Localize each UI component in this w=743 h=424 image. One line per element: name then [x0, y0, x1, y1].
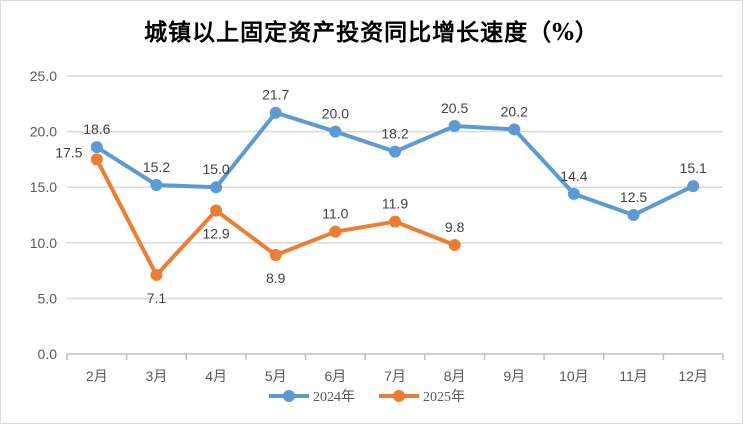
- x-tick-label: 6月: [324, 368, 346, 384]
- data-label: 18.2: [381, 126, 408, 142]
- legend-marker-icon: [283, 390, 295, 402]
- data-point: [687, 180, 700, 193]
- chart-title: 城镇以上固定资产投资同比增长速度（%）: [144, 19, 599, 46]
- data-label: 15.2: [143, 159, 170, 175]
- data-point: [150, 178, 163, 191]
- x-tick-label: 2月: [86, 368, 108, 384]
- x-tick-label: 5月: [265, 368, 287, 384]
- x-tick-label: 9月: [503, 368, 525, 384]
- x-tick-label: 4月: [205, 368, 227, 384]
- y-tick-label: 20.0: [30, 124, 57, 140]
- data-point: [150, 269, 163, 282]
- data-label: 12.9: [202, 226, 229, 242]
- x-tick-label: 7月: [384, 368, 406, 384]
- legend-label: 2025年: [423, 389, 465, 405]
- data-label: 20.5: [441, 100, 468, 116]
- x-tick-label: 3月: [146, 368, 168, 384]
- legend-label: 2024年: [313, 389, 355, 405]
- y-tick-label: 0.0: [38, 346, 58, 362]
- data-label: 21.7: [262, 87, 289, 103]
- data-point: [329, 225, 342, 238]
- data-point: [389, 145, 401, 158]
- data-point: [329, 125, 342, 138]
- data-label: 11.0: [322, 206, 348, 222]
- data-point: [269, 249, 282, 262]
- data-point: [269, 106, 282, 119]
- x-tick-label: 10月: [559, 368, 589, 384]
- data-point: [210, 204, 223, 217]
- data-point: [210, 181, 223, 194]
- data-label: 9.8: [445, 219, 465, 235]
- data-label: 17.5: [55, 144, 82, 160]
- data-label: 18.6: [83, 121, 110, 137]
- y-tick-label: 15.0: [30, 179, 57, 195]
- data-point: [508, 123, 521, 136]
- data-label: 14.4: [560, 168, 587, 184]
- y-tick-label: 25.0: [30, 68, 57, 84]
- data-point: [448, 120, 461, 133]
- data-point: [448, 239, 461, 252]
- data-label: 7.1: [147, 290, 167, 306]
- data-label: 8.9: [266, 270, 286, 286]
- legend-marker-icon: [393, 390, 405, 402]
- x-tick-label: 8月: [444, 368, 466, 384]
- data-label: 11.9: [382, 196, 408, 212]
- y-tick-label: 10.0: [30, 235, 57, 251]
- data-point: [90, 141, 103, 154]
- data-label: 15.0: [202, 161, 229, 177]
- data-label: 20.0: [322, 106, 349, 122]
- data-label: 12.5: [620, 189, 647, 205]
- data-point: [567, 187, 580, 200]
- data-point: [627, 209, 640, 221]
- data-label: 20.2: [501, 103, 528, 119]
- data-label: 15.1: [680, 160, 707, 176]
- data-point: [389, 215, 401, 228]
- y-tick-label: 5.0: [38, 290, 58, 306]
- data-point: [90, 153, 103, 166]
- x-tick-label: 11月: [619, 368, 648, 384]
- x-tick-label: 12月: [678, 368, 708, 384]
